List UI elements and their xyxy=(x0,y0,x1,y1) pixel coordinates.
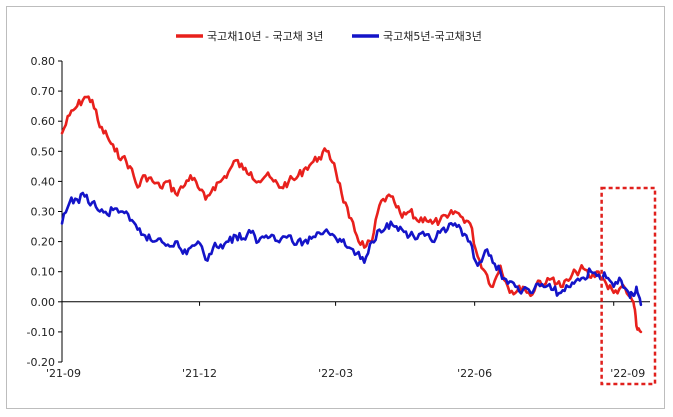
y-tick-label: -0.10 xyxy=(27,326,55,339)
legend: 국고채10년 - 국고채 3년 국고채5년-국고채3년 xyxy=(176,30,482,43)
legend-label-series-2: 국고채5년-국고채3년 xyxy=(383,30,482,43)
y-tick-label: 0.40 xyxy=(31,175,56,188)
series-lines xyxy=(60,95,643,334)
x-tick-label: '22-06 xyxy=(457,367,492,380)
x-axis-ticks: '21-09 '21-12 '22-03 '22-06 '22-09 xyxy=(46,301,645,380)
y-tick-label: 0.00 xyxy=(31,296,56,309)
highlight-box-group xyxy=(600,186,657,386)
y-tick-label: 0.10 xyxy=(31,266,56,279)
y-tick-label: -0.20 xyxy=(27,356,55,369)
y-tick-label: 0.20 xyxy=(31,236,56,249)
y-tick-label: 0.50 xyxy=(31,145,56,158)
x-tick-label: '22-03 xyxy=(318,367,353,380)
y-axis-ticks: 0.80 0.70 0.60 0.50 0.40 0.30 0.20 0.10 0.00 -0.1… xyxy=(27,55,62,369)
x-tick-label: '22-09 xyxy=(610,367,645,380)
y-tick-label: 0.30 xyxy=(31,206,56,219)
series-line-2 xyxy=(60,191,643,307)
y-tick-label: 0.80 xyxy=(31,55,56,68)
x-tick-label: '21-09 xyxy=(46,367,81,380)
x-tick-label: '21-12 xyxy=(182,367,217,380)
axes xyxy=(61,61,650,362)
series-line-1 xyxy=(60,95,643,334)
legend-label-series-1: 국고채10년 - 국고채 3년 xyxy=(207,30,323,43)
y-tick-label: 0.70 xyxy=(31,85,56,98)
y-tick-label: 0.60 xyxy=(31,115,56,128)
highlight-box xyxy=(600,186,657,386)
